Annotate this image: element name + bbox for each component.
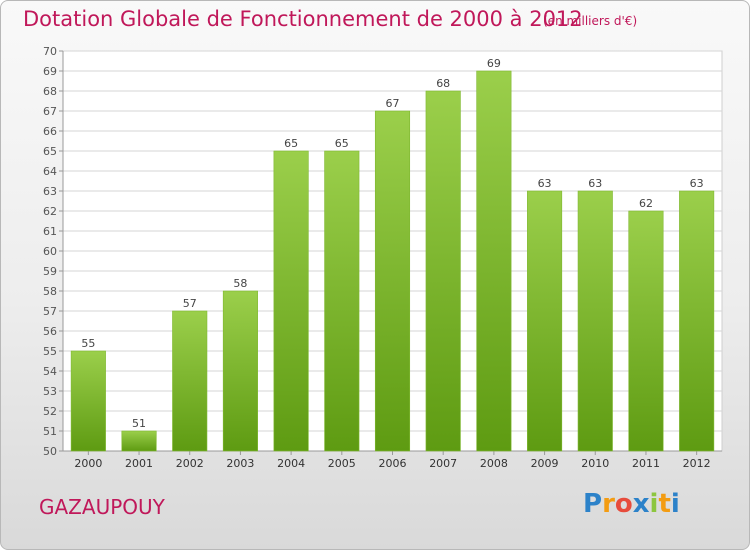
bar: [70, 350, 106, 452]
logo-letter: t: [658, 489, 671, 519]
logo-letter: r: [602, 489, 615, 519]
bar-chart: 50 51 52 53 54 55 56 57 58 59 60 61 62 63 64 65 66 67 68 69…: [43, 45, 723, 470]
y-tick-label: 50: [43, 445, 57, 458]
x-tick-label: 2007: [429, 457, 457, 470]
bar-value-label: 51: [132, 417, 146, 430]
y-tick-label: 68: [43, 85, 57, 98]
x-tick-label: 2002: [176, 457, 204, 470]
x-tick-label: 2009: [531, 457, 559, 470]
y-tick-label: 56: [43, 325, 57, 338]
bar: [273, 150, 309, 452]
bar-value-label: 68: [436, 77, 450, 90]
bar-value-label: 62: [639, 197, 653, 210]
bar: [476, 70, 512, 452]
x-tick-label: 2000: [74, 457, 102, 470]
logo-letter: i: [670, 489, 680, 519]
bar-value-label: 63: [538, 177, 552, 190]
logo-letter: P: [583, 489, 603, 519]
x-tick-label: 2001: [125, 457, 153, 470]
bar-value-label: 63: [690, 177, 704, 190]
x-tick-label: 2005: [328, 457, 356, 470]
y-tick-label: 66: [43, 125, 57, 138]
x-tick-label: 2008: [480, 457, 508, 470]
bar: [577, 190, 613, 452]
y-tick-label: 57: [43, 305, 57, 318]
bar: [222, 290, 258, 452]
logo-letter: x: [632, 489, 650, 519]
bar: [121, 430, 157, 452]
y-tick-label: 63: [43, 185, 57, 198]
y-tick-label: 67: [43, 105, 57, 118]
logo-letter: i: [649, 489, 659, 519]
y-tick-label: 58: [43, 285, 57, 298]
y-tick-label: 65: [43, 145, 57, 158]
bar-value-label: 63: [588, 177, 602, 190]
bar: [374, 110, 411, 452]
bar-value-label: 69: [487, 57, 501, 70]
bar-value-label: 55: [81, 337, 95, 350]
commune-name: GAZAUPOUY: [39, 495, 165, 519]
logo-letter: o: [614, 489, 633, 519]
x-tick-label: 2010: [581, 457, 609, 470]
x-tick-label: 2006: [379, 457, 407, 470]
chart-subtitle: (en milliers d'€): [543, 14, 638, 28]
x-tick-label: 2003: [226, 457, 254, 470]
y-tick-label: 53: [43, 385, 57, 398]
bar-value-label: 65: [284, 137, 298, 150]
y-tick-label: 51: [43, 425, 57, 438]
x-tick-label: 2012: [683, 457, 711, 470]
y-tick-label: 52: [43, 405, 57, 418]
bar-value-label: 67: [386, 97, 400, 110]
bar: [527, 190, 563, 452]
proxiti-logo[interactable]: Proxiti: [583, 489, 680, 519]
y-tick-label: 54: [43, 365, 57, 378]
bar-value-label: 57: [183, 297, 197, 310]
x-tick-label: 2004: [277, 457, 305, 470]
bar: [425, 90, 461, 452]
chart-title: Dotation Globale de Fonctionnement de 20…: [23, 7, 583, 31]
x-tick-label: 2011: [632, 457, 660, 470]
bar-value-label: 65: [335, 137, 349, 150]
y-tick-label: 60: [43, 245, 57, 258]
y-tick-label: 69: [43, 65, 57, 78]
y-tick-label: 59: [43, 265, 57, 278]
y-tick-label: 70: [43, 45, 57, 58]
y-tick-label: 62: [43, 205, 57, 218]
bar: [324, 150, 360, 452]
y-tick-label: 64: [43, 165, 57, 178]
bar: [679, 190, 715, 452]
bar-value-label: 58: [233, 277, 247, 290]
y-tick-label: 61: [43, 225, 57, 238]
bar: [628, 210, 664, 452]
bar: [172, 310, 208, 452]
y-tick-label: 55: [43, 345, 57, 358]
